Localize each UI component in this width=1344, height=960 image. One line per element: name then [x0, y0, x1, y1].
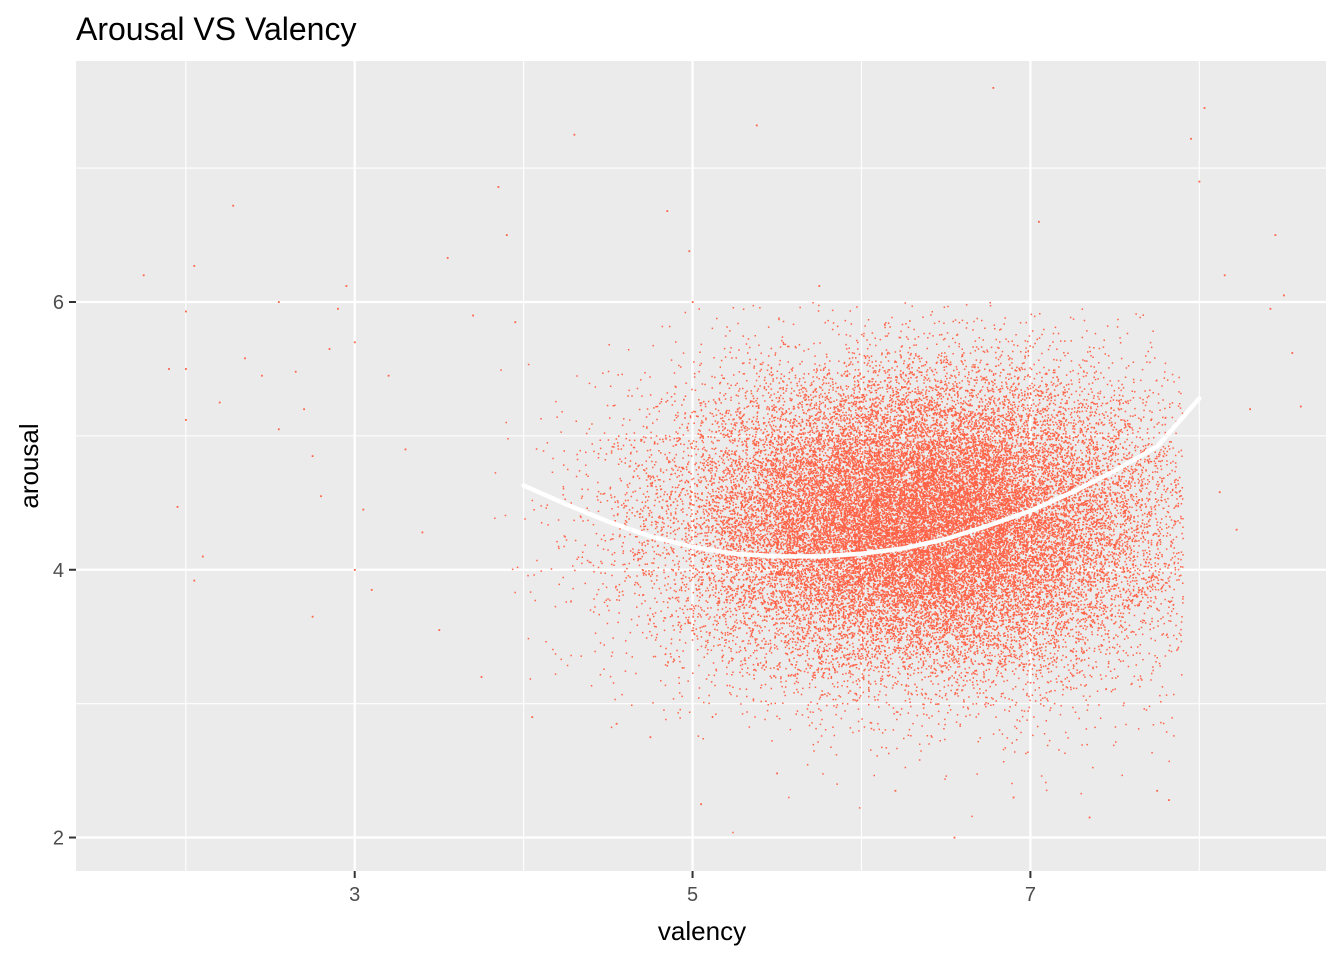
x-tick-label: 7 — [1025, 884, 1036, 906]
scatter-point — [1198, 180, 1201, 183]
scatter-point — [992, 87, 995, 89]
scatter-point — [688, 250, 691, 253]
scatter-point — [1156, 789, 1159, 792]
scatter-point — [185, 419, 187, 421]
scatter-points — [142, 87, 1302, 839]
scatter-point — [1274, 234, 1277, 236]
scatter-point — [294, 370, 297, 373]
scatter-point — [303, 408, 305, 411]
scatter-point — [1190, 137, 1192, 140]
scatter-point — [446, 257, 449, 259]
scatter-point — [1012, 796, 1015, 799]
scatter-point — [700, 803, 702, 806]
scatter-point — [353, 569, 356, 571]
scatter-point — [1235, 528, 1238, 531]
x-axis-title: valency — [658, 916, 746, 946]
scatter-point — [328, 348, 331, 350]
scatter-point — [142, 274, 145, 277]
scatter-point — [362, 508, 365, 511]
scatter-point — [353, 341, 356, 344]
scatter-point — [193, 579, 196, 582]
y-tick-label: 6 — [53, 292, 64, 314]
scatter-point — [514, 321, 517, 324]
scatter-point — [370, 589, 373, 591]
scatter-point — [277, 428, 280, 431]
scatter-point — [755, 124, 758, 127]
trend-line-layer — [521, 396, 1202, 559]
scatter-point — [615, 722, 618, 725]
scatter-point — [505, 234, 508, 236]
scatter-point — [261, 374, 263, 377]
scatter-point — [218, 401, 221, 404]
scatter-point — [320, 495, 322, 498]
scatter-point — [185, 368, 187, 370]
scatter-point — [818, 285, 821, 287]
scatter-point — [311, 615, 314, 618]
scatter-point — [185, 310, 187, 313]
x-tick-label: 3 — [349, 884, 360, 906]
axis-tick-labels: 3 5 7 2 4 6 — [53, 292, 1036, 906]
scatter-point — [1223, 274, 1226, 277]
scatter-point — [277, 301, 280, 303]
scatter-point — [404, 448, 407, 451]
scatter-point — [438, 629, 441, 631]
grid-major — [76, 61, 1326, 871]
scatter-point — [337, 307, 339, 310]
scatter-point — [1283, 294, 1285, 297]
scatter-point — [953, 836, 956, 839]
scatter-point — [691, 301, 694, 303]
scatter-point — [472, 314, 474, 317]
scatter-point — [531, 716, 534, 718]
chart-title: Arousal VS Valency — [76, 11, 356, 47]
scatter-point — [387, 374, 390, 377]
trend-line — [521, 396, 1202, 559]
scatter-point — [421, 531, 424, 534]
scatter-point — [168, 368, 170, 370]
scatter-point — [345, 285, 348, 287]
scatter-point — [1088, 816, 1091, 819]
scatter-point — [1291, 352, 1294, 354]
scatter-point — [1168, 799, 1170, 801]
scatter-point — [232, 204, 235, 207]
scatter-point — [176, 506, 179, 508]
plot-panel — [76, 61, 1326, 871]
scatter-point — [776, 772, 778, 775]
scatter-point — [1038, 220, 1040, 223]
y-axis-title: arousal — [14, 423, 44, 508]
scatter-point — [311, 455, 314, 457]
scatter-point — [649, 736, 652, 739]
scatter-point — [244, 357, 246, 360]
scatter-point — [1269, 307, 1272, 310]
scatter-point — [201, 555, 204, 558]
scatter-point — [1299, 405, 1302, 408]
scatter-point — [1218, 491, 1221, 494]
scatter-point — [573, 133, 576, 136]
scatter-point — [497, 186, 500, 188]
point-cloud — [494, 302, 1184, 834]
x-tick-label: 5 — [687, 884, 698, 906]
scatter-point — [666, 210, 669, 212]
y-tick-label: 4 — [53, 560, 64, 582]
scatter-point — [480, 676, 483, 678]
scatter-point — [193, 265, 196, 267]
scatter-point — [894, 789, 897, 792]
axis-ticks — [69, 300, 1032, 878]
scatter-point — [1203, 107, 1206, 109]
scatter-point — [1249, 408, 1251, 411]
y-tick-label: 2 — [53, 828, 64, 850]
